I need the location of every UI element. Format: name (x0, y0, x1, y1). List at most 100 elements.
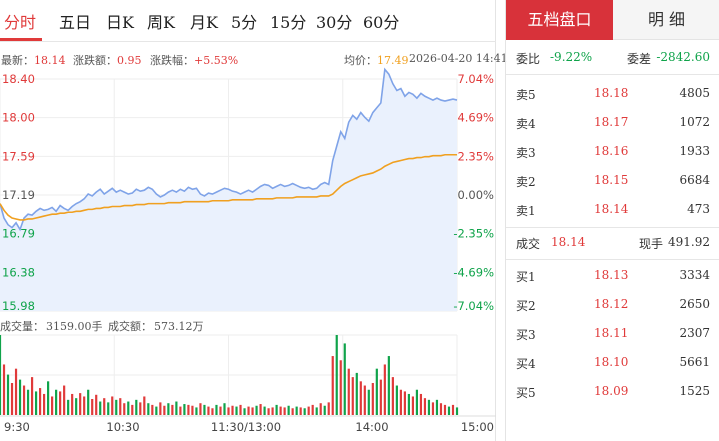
tab-5min[interactable]: 5分 (231, 13, 258, 32)
volume-bar-down (395, 385, 398, 415)
volume-info: 成交量： 3159.00手 成交额： 573.12万 (0, 318, 206, 334)
average-price-line (0, 153, 457, 221)
volume-bar-up (83, 396, 86, 415)
volume-bar-down (387, 356, 390, 415)
volume-bar-up (383, 364, 386, 415)
volume-bar-down (455, 407, 459, 415)
weibi-value: -9.22% (550, 50, 593, 64)
volume-bar-up (163, 405, 166, 415)
volume-bar-up (339, 360, 342, 415)
volume-bar-up (14, 368, 18, 415)
volume-bar-up (419, 393, 423, 415)
tab-five-day[interactable]: 五日 (59, 13, 92, 32)
buy-volume: 5661 (679, 355, 710, 369)
volume-bar-up (411, 396, 414, 415)
sell-price: 18.15 (594, 173, 629, 187)
price-area-fill (0, 69, 457, 311)
tab-daily-k[interactable]: 日K (106, 13, 134, 32)
volume-bar-up (443, 404, 447, 415)
tab-15min[interactable]: 15分 (270, 13, 307, 32)
sell-price: 18.17 (594, 115, 629, 129)
volume-bar-up (227, 407, 230, 415)
change-percent: 涨跌幅：+5.53% (150, 52, 238, 68)
volume-bar-down (195, 407, 198, 415)
weibi-label: 委比 (516, 52, 541, 66)
buy-volume: 2307 (679, 326, 710, 340)
active-tab-indicator (0, 38, 42, 41)
volume-bar-down (167, 403, 170, 415)
tab-monthly-k[interactable]: 月K (190, 13, 218, 32)
volume-bar-down (255, 405, 258, 415)
volume-bar-up (187, 404, 190, 415)
volume-bar-down (323, 405, 326, 415)
volume-bar-down (0, 335, 2, 415)
volume-bar-down (75, 398, 78, 415)
intraday-chart[interactable]: 18.40 18.00 17.59 17.19 16.79 16.38 15.98 7.04%… (0, 0, 496, 441)
volume-bar-down (183, 404, 186, 415)
buy-price: 18.11 (594, 326, 629, 340)
quote-datetime: 2026-04-20 14:41 (409, 52, 508, 65)
buy-volume: 3334 (679, 268, 710, 282)
volume-bar-up (10, 383, 14, 415)
tab-trade-details[interactable]: 明 细 (613, 0, 719, 40)
volume-bar-down (287, 405, 290, 415)
tab-30min[interactable]: 30分 (316, 13, 353, 32)
volume-bar-up (51, 396, 54, 415)
volume-bar-up (91, 399, 94, 415)
sell-price: 18.14 (594, 202, 629, 216)
volume-bar-down (87, 389, 90, 415)
volume-bar-down (135, 399, 138, 415)
volume-bar-up (159, 402, 162, 415)
current-hand-value: 491.92 (668, 235, 710, 249)
volume-bar-up (63, 385, 66, 415)
volume-bar-down (99, 401, 102, 415)
tab-five-level-book[interactable]: 五档盘口 (506, 0, 613, 40)
tab-60min[interactable]: 60分 (363, 13, 400, 32)
volume-bar-up (43, 393, 46, 415)
volume-bar-up (351, 377, 354, 415)
amount-value: 573.12万 (154, 320, 204, 333)
sell-volume: 6684 (679, 173, 710, 187)
volume-bar-down (215, 404, 218, 415)
sell-volume: 1072 (679, 115, 710, 129)
tab-weekly-k[interactable]: 周K (147, 13, 175, 32)
volume-bar-down (447, 406, 451, 415)
volume-bar-down (335, 335, 338, 415)
latest-value: 18.14 (34, 54, 66, 67)
volume-bar-down (47, 381, 50, 415)
volume-bar-up (207, 406, 210, 415)
volume-bar-down (415, 389, 419, 415)
deal-value: 18.14 (551, 235, 586, 249)
volume-bar-down (115, 399, 118, 415)
volume-bar-up (363, 385, 366, 415)
time-tick-label: 15:00 (461, 420, 494, 434)
volume-bar-down (355, 372, 358, 415)
volume-bar-up (199, 403, 202, 415)
tab-intraday[interactable]: 分时 (4, 13, 37, 32)
pct-tick-label: 7.04% (457, 72, 494, 86)
volume-bar-up (391, 377, 394, 415)
deal-label: 成交 (516, 237, 541, 251)
weicha-label: 委差 (627, 52, 652, 66)
buy-price: 18.10 (594, 355, 629, 369)
time-tick-label: 14:00 (355, 420, 388, 434)
volume-bar-down (263, 406, 266, 415)
avg-label: 均价： (344, 54, 377, 67)
buy-price: 18.09 (594, 384, 629, 398)
time-tick-label: 9:30 (4, 420, 30, 434)
volume-bar-up (399, 389, 402, 415)
volume-bar-down (175, 401, 178, 415)
pct-value: +5.53% (194, 54, 239, 67)
amount-label: 成交额： (108, 320, 152, 333)
volume-label: 成交量： (0, 320, 44, 333)
volume-bar-down (26, 389, 30, 415)
volume-bar-down (343, 343, 346, 415)
volume-bar-up (103, 398, 106, 415)
volume-bar-up (267, 408, 270, 415)
volume-bar-up (259, 404, 262, 415)
sell-volume: 4805 (679, 86, 710, 100)
volume-bar-down (435, 399, 439, 415)
volume-bar-down (275, 404, 278, 415)
volume-bar-up (279, 406, 282, 415)
